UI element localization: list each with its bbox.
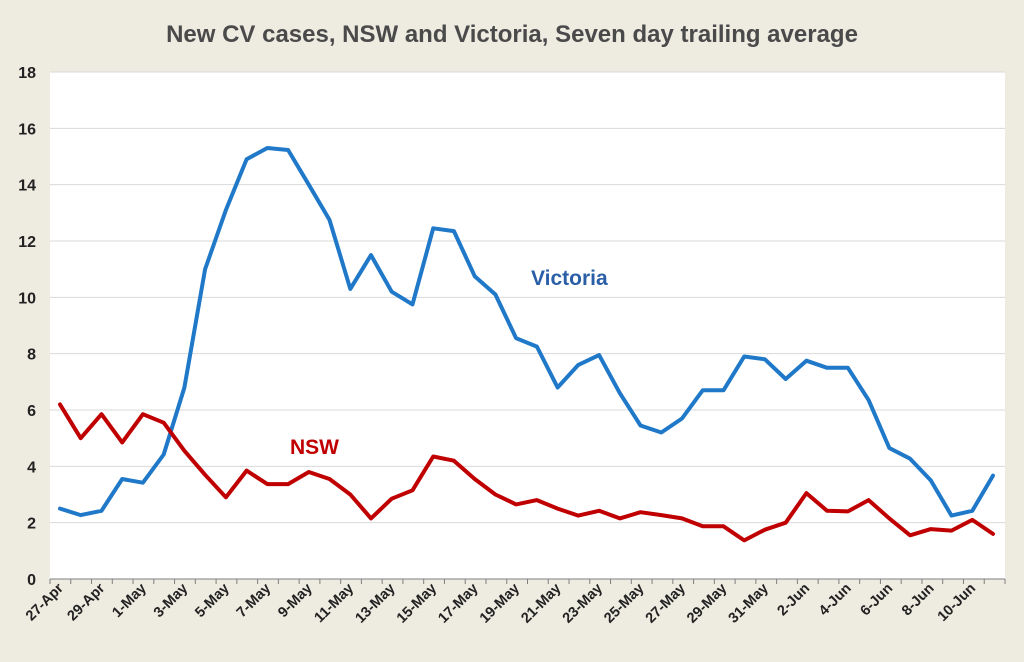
y-tick-label: 16 xyxy=(18,121,36,138)
y-tick-label: 10 xyxy=(18,290,36,307)
series-label-nsw: NSW xyxy=(290,436,339,459)
series-label-victoria: Victoria xyxy=(531,267,608,290)
plot-area xyxy=(50,72,1005,579)
gridlines xyxy=(50,71,1005,524)
y-tick-label: 18 xyxy=(18,65,36,82)
y-tick-label: 2 xyxy=(27,516,36,533)
y-tick-label: 4 xyxy=(27,459,36,476)
y-tick-label: 14 xyxy=(18,178,36,195)
series-line-victoria xyxy=(58,146,995,518)
y-tick-label: 0 xyxy=(27,572,36,589)
series-line-nsw xyxy=(58,402,995,543)
y-tick-label: 6 xyxy=(27,403,36,420)
series-lines xyxy=(58,146,995,543)
y-tick-label: 12 xyxy=(18,234,36,251)
series-labels: Victoria NSW xyxy=(290,267,608,459)
y-tick-label: 8 xyxy=(27,347,36,364)
chart-title: New CV cases, NSW and Victoria, Seven da… xyxy=(166,21,858,48)
